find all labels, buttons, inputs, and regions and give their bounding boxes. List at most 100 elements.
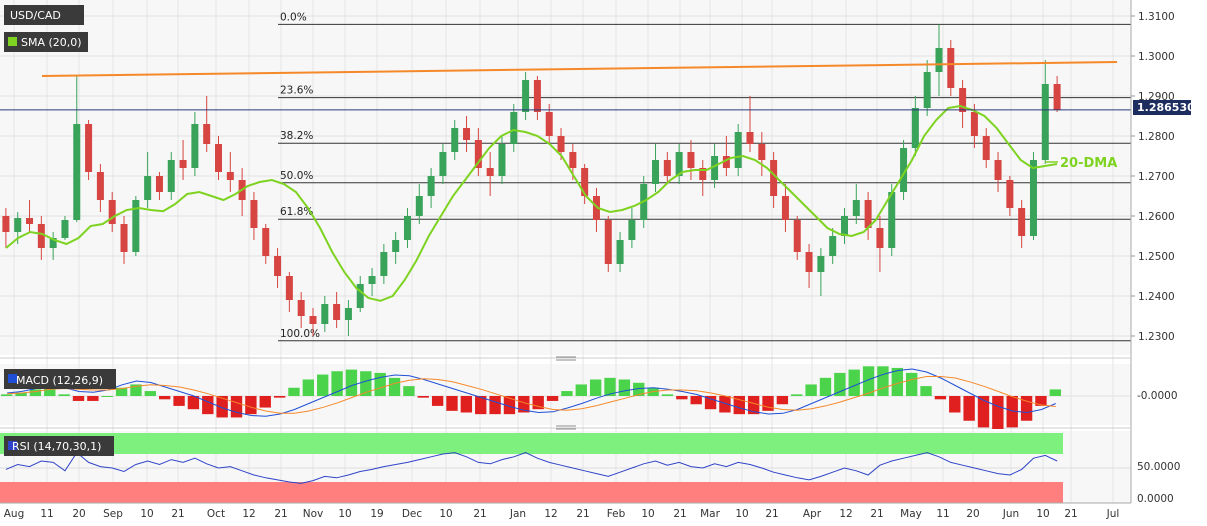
macd-histogram-bar (1049, 389, 1061, 396)
candle-body (356, 284, 364, 308)
rsi-line (5, 451, 1058, 484)
time-tick-label: 21 (171, 508, 184, 520)
time-tick-label: 21 (1064, 508, 1077, 520)
candle-body (451, 128, 459, 152)
time-tick-label: 10 (140, 508, 153, 520)
candle-body (722, 156, 730, 168)
candle-body (439, 152, 447, 176)
symbol-label: USD/CAD (10, 9, 61, 22)
candle-body (982, 136, 990, 160)
candle-body (522, 80, 530, 112)
time-tick-label: 11 (936, 508, 949, 520)
macd-histogram-bar (187, 396, 200, 410)
time-tick-label: 10 (641, 508, 654, 520)
candle-body (888, 192, 896, 248)
macd-histogram-bar (676, 396, 688, 400)
price-tick-label: 1.2600 (1138, 211, 1175, 223)
macd-histogram-bar (1, 394, 13, 396)
time-tick-label: Aug (4, 508, 25, 520)
candle-body (179, 160, 187, 168)
time-tick-label: 12 (544, 508, 557, 520)
candle-body (864, 200, 872, 228)
macd-histogram-bar (288, 387, 300, 396)
candle-body (805, 252, 813, 272)
candle-body (498, 144, 506, 176)
fib-level-label: 38.2% (280, 130, 313, 142)
macd-resize-handle[interactable] (556, 356, 576, 361)
time-tick-label: Apr (803, 508, 822, 520)
candle-body (309, 316, 317, 324)
macd-histogram-bar (72, 396, 85, 401)
macd-histogram-bar (1006, 396, 1018, 428)
candle-body (297, 300, 305, 316)
macd-histogram-bar (345, 369, 358, 396)
candle-body (132, 200, 140, 252)
candle-body (569, 152, 577, 168)
candle-body (262, 228, 270, 256)
macd-histogram-bar (29, 389, 42, 396)
macd-histogram-bar (115, 387, 128, 396)
candle-body (557, 136, 565, 152)
time-tick-label: 10 (338, 508, 351, 520)
candle-body (829, 236, 837, 256)
macd-signal-line (7, 376, 1056, 414)
current-price-value: 1.286530 (1137, 101, 1195, 114)
sma-color-swatch (8, 37, 17, 46)
time-tick-label: 11 (40, 508, 53, 520)
candle-body (781, 196, 789, 220)
candle-body (663, 160, 671, 176)
rsi-tag[interactable] (4, 436, 114, 456)
macd-tag[interactable] (4, 369, 116, 389)
candle-body (876, 228, 884, 248)
candle-body (959, 88, 967, 112)
candle-body (155, 176, 163, 192)
macd-histogram-bar (374, 372, 386, 396)
macd-histogram-bar (963, 396, 975, 421)
time-tick-label: 21 (274, 508, 287, 520)
time-axis-ticks: Aug 11 20 Sep 10 21 Oct 12 21 Nov 10 19 Dec 10 21 Jan 12… (4, 508, 1120, 520)
macd-histogram-bar (130, 384, 142, 396)
candle-body (215, 144, 223, 172)
macd-histogram-bar (561, 391, 573, 396)
candle-body (144, 176, 152, 200)
macd-histogram-bar (403, 386, 415, 396)
time-tick-label: 12 (839, 508, 852, 520)
candle-body (675, 152, 683, 176)
candle-body (427, 176, 435, 196)
macd-histogram-bar (202, 396, 214, 415)
sma-tag[interactable] (4, 32, 88, 52)
candle-body (1053, 84, 1061, 110)
candle-body (758, 144, 766, 160)
macd-histogram-bar (388, 377, 401, 396)
candle-body (994, 160, 1002, 180)
macd-histogram-bar (992, 396, 1004, 429)
current-price-badge (1133, 100, 1191, 115)
candle-body (203, 124, 211, 144)
rsi-resize-handle[interactable] (556, 425, 576, 430)
macd-histogram-bar (302, 379, 315, 396)
macd-histogram-bar (633, 382, 645, 396)
candle-body (96, 172, 104, 200)
macd-histogram-bar (819, 377, 832, 396)
rsi-tag-label: RSI (14,70,30,1) (12, 440, 101, 453)
time-tick-label: 21 (673, 508, 686, 520)
macd-histogram-bar (15, 392, 27, 396)
symbol-tag[interactable] (4, 5, 84, 25)
candle-body (699, 168, 707, 180)
macd-histogram-bar (431, 396, 444, 406)
macd-histogram-bar (934, 396, 947, 400)
candle-body (604, 220, 612, 264)
candle-body (333, 304, 341, 320)
macd-histogram-bar (661, 394, 674, 396)
sma-20-line (5, 104, 1058, 302)
time-tick-label: 21 (870, 508, 883, 520)
candle-body (817, 256, 825, 272)
macd-histogram-bar (704, 396, 717, 410)
macd-histogram-bar (834, 372, 846, 396)
macd-histogram-bar (805, 384, 817, 396)
candle-body (711, 156, 719, 180)
macd-histogram-bar (144, 391, 157, 396)
price-tick-label: 1.3000 (1138, 51, 1175, 63)
candle-body (61, 220, 69, 238)
sma-tag-label: SMA (20,0) (21, 36, 82, 49)
